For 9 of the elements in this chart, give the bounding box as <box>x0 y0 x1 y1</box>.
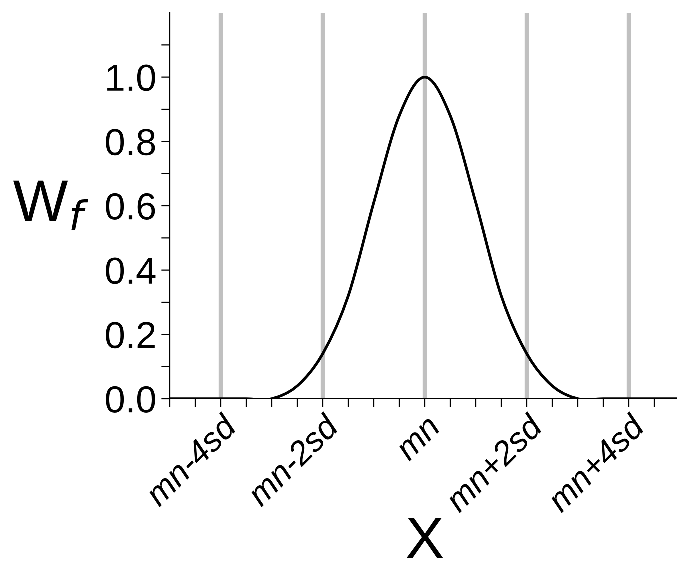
y-tick-label: 0.4 <box>106 258 156 284</box>
y-tick-label: 0.2 <box>106 322 155 349</box>
y-axis-title: W$_{f}$ <box>14 180 88 231</box>
y-tick-label: 0.0 <box>106 386 156 413</box>
y-tick-label: 0.8 <box>106 129 156 156</box>
y-tick-label: 0.6 <box>106 193 156 220</box>
x-tick-label: mn <box>397 418 442 462</box>
y-tick-label: 1.0 <box>108 64 156 92</box>
x-axis-title: X <box>406 518 444 558</box>
